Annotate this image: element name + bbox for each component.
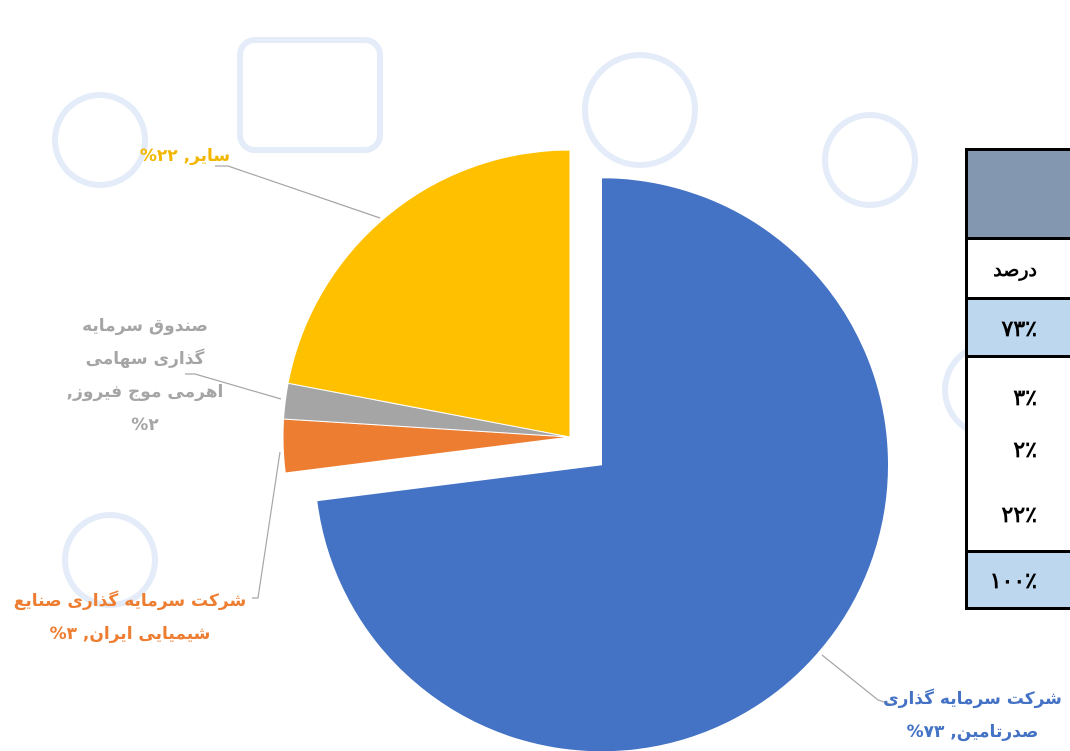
background-icons [52,37,1038,608]
pie-slice [287,149,571,438]
table-cell: ۱۰۰٪ [965,550,1070,610]
table-cell: ۳٪ [965,355,1070,423]
table-header: درصد [965,237,1070,297]
data-label: صندوق سرمایه گذاری سهامی اهرمی موج فیروز… [66,316,224,435]
table-header-blank [965,148,1070,237]
table-cell: ۷۳٪ [965,297,1070,355]
data-label: شرکت سرمایه گذاری صدرتامین, ۷۳% [883,689,1062,742]
data-label: سایر, ۲۲% [139,146,231,166]
table-cell: ۲٪ [965,423,1070,485]
pie-slice [316,177,889,751]
data-label: شرکت سرمایه گذاری صنایع شیمیایی ایران, ۳… [13,591,247,644]
table-cell: ۲۲٪ [965,485,1070,550]
leader-lines [185,165,894,706]
